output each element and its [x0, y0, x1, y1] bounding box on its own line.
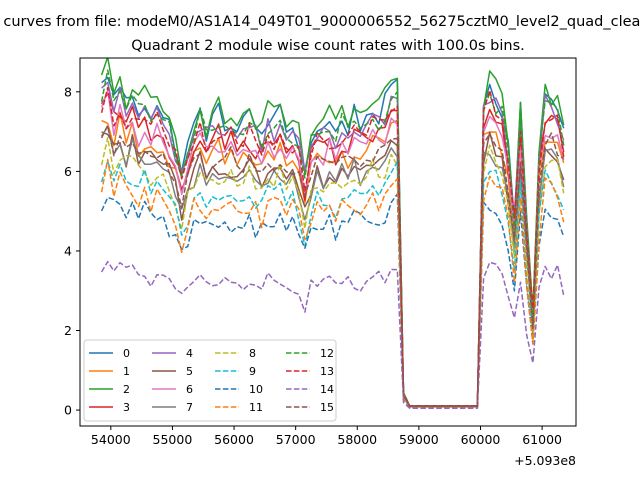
y-axis: 0 2 4 6 8	[64, 84, 80, 418]
x-tick-label: 55000	[153, 432, 193, 447]
legend-label-8: 8	[249, 347, 256, 360]
legend-label-14: 14	[320, 383, 334, 396]
legend-label-1: 1	[123, 365, 130, 378]
series-line-2	[100, 58, 565, 407]
x-axis: 54000 55000 56000 57000 58000 59000 60000 61000	[91, 426, 562, 447]
series-line-13	[100, 86, 565, 407]
series-line-15	[100, 124, 565, 408]
legend-label-10: 10	[249, 383, 263, 396]
series-line-7	[100, 125, 565, 408]
chart-suptitle: Light curves from file: modeM0/AS1A14_04…	[0, 14, 640, 30]
legend-label-13: 13	[320, 365, 334, 378]
series-line-11	[100, 158, 565, 408]
x-tick-label: 61000	[522, 432, 562, 447]
legend-label-4: 4	[186, 347, 193, 360]
y-tick-label: 2	[64, 323, 72, 338]
x-tick-label: 59000	[399, 432, 439, 447]
legend-label-7: 7	[186, 401, 193, 414]
legend-label-2: 2	[123, 383, 130, 396]
legend-label-15: 15	[320, 401, 334, 414]
legend-frame	[83, 339, 337, 422]
series-line-14	[100, 260, 565, 409]
x-tick-label: 57000	[276, 432, 316, 447]
series-line-5	[101, 131, 565, 408]
plot-frame	[79, 57, 577, 427]
legend-label-0: 0	[123, 347, 130, 360]
legend-label-3: 3	[123, 401, 130, 414]
y-tick-label: 6	[64, 164, 72, 179]
x-tick-label: 58000	[337, 432, 377, 447]
x-tick-label: 60000	[461, 432, 501, 447]
x-tick-label: 54000	[91, 432, 131, 447]
legend-label-12: 12	[320, 347, 334, 360]
y-tick-label: 4	[64, 243, 72, 258]
legend-label-6: 6	[186, 383, 193, 396]
legend-label-9: 9	[249, 365, 256, 378]
chart-title: Quadrant 2 module wise count rates with …	[131, 38, 525, 54]
legend-label-11: 11	[249, 401, 263, 414]
y-tick-label: 0	[64, 403, 72, 418]
y-tick-label: 8	[64, 84, 72, 99]
legend-label-5: 5	[186, 365, 193, 378]
series-line-9	[100, 160, 565, 408]
x-tick-label: 56000	[214, 432, 254, 447]
x-offset-label: +5.093e8	[514, 453, 576, 468]
plot-lines	[100, 58, 565, 409]
